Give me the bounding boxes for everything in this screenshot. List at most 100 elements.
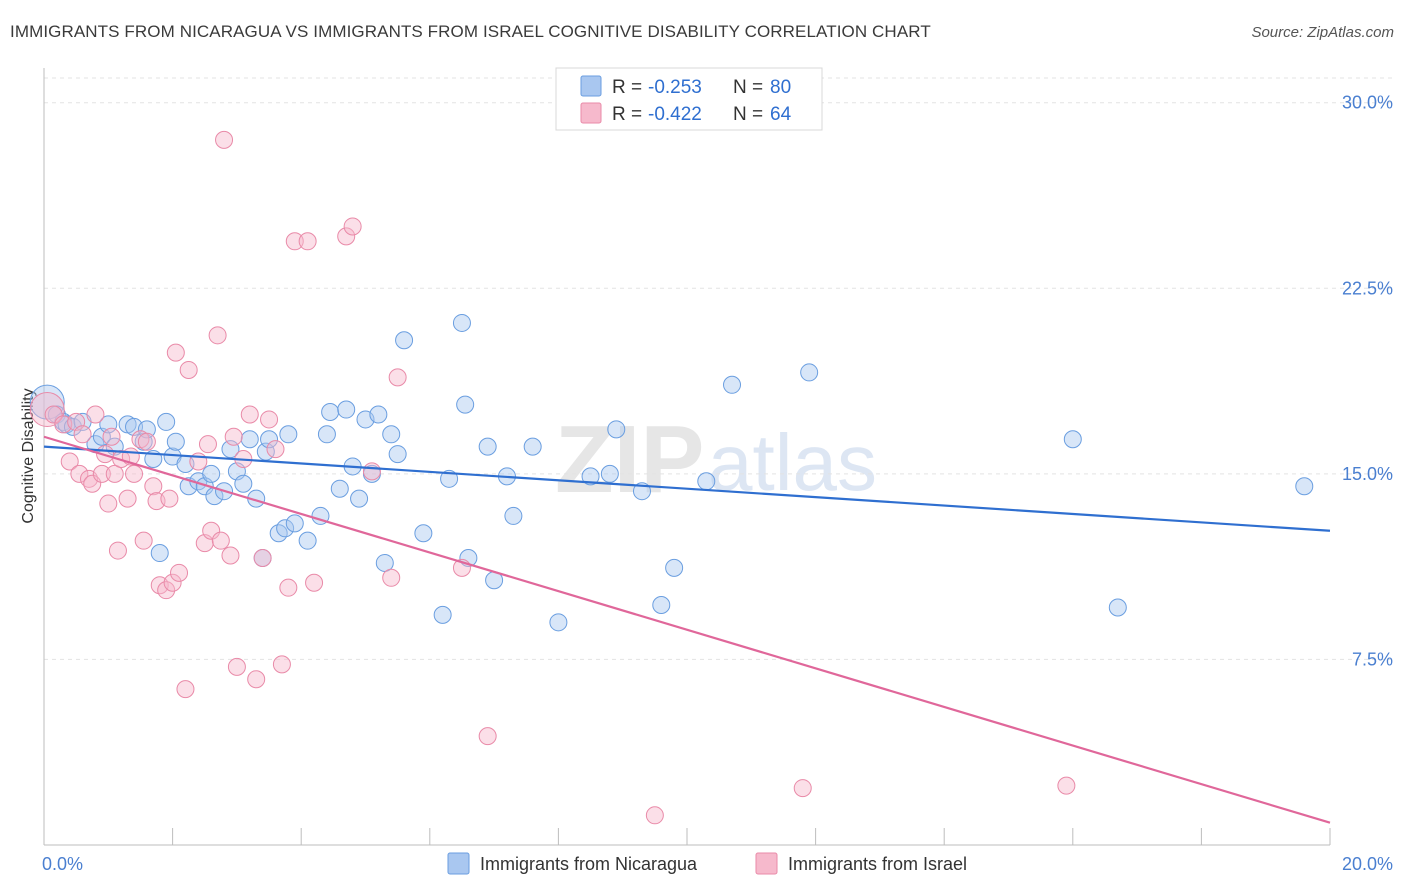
nicaragua-point-57 [456,395,475,414]
israel-point-26 [157,581,176,600]
israel-point-10 [92,464,111,483]
trend-lines [43,435,1331,824]
nicaragua-point-70 [665,558,684,577]
nicaragua-point-18 [166,432,185,451]
israel-point-36 [202,521,221,540]
israel-point-39 [215,130,234,149]
nicaragua-point-0 [29,384,65,420]
israel-point-29 [166,343,185,362]
nicaragua-point-49 [375,553,394,572]
israel-point-3 [60,452,79,471]
israel-point-32 [179,360,198,379]
israel-point-1 [44,405,63,424]
israel-point-8 [83,474,102,493]
israel-point-37 [208,326,227,345]
legend-n-value-israel: 64 [770,104,792,125]
y-tick-label-2: 22.5% [1342,278,1393,298]
nicaragua-point-42 [330,479,349,498]
israel-point-38 [211,531,230,550]
legend-n-value-nicaragua: 80 [770,77,791,98]
israel-point-58 [388,368,407,387]
nicaragua-point-40 [317,425,336,444]
israel-point-54 [337,227,356,246]
nicaragua-point-67 [607,420,626,439]
nicaragua-point-69 [652,596,671,615]
israel-point-40 [221,546,240,565]
israel-point-5 [70,464,89,483]
israel-point-28 [163,573,182,592]
israel-point-50 [279,578,298,597]
israel-point-21 [134,531,153,550]
axes [43,68,1331,846]
y-axis-label: Cognitive Disability [20,388,37,523]
nicaragua-point-55 [440,469,459,488]
israel-point-47 [260,410,279,429]
nicaragua-point-45 [350,489,369,508]
israel-point-48 [266,440,285,459]
legend-swatch-israel [580,102,602,124]
nicaragua-point-33 [260,430,279,449]
nicaragua-point-23 [202,464,221,483]
nicaragua-point-62 [504,506,523,525]
bottom-legend-swatch-nicaragua [447,852,470,875]
israel-point-23 [144,477,163,496]
nicaragua-point-75 [1108,598,1127,617]
israel-point-35 [198,435,217,454]
tick-labels: 7.5% 15.0% 22.5% 30.0% 0.0% 20.0% [42,93,1393,874]
israel-point-57 [382,568,401,587]
chart-title: IMMIGRANTS FROM NICARAGUA VS IMMIGRANTS … [10,22,931,41]
nicaragua-point-53 [414,524,433,543]
nicaragua-point-64 [549,613,568,632]
nicaragua-point-16 [157,412,176,431]
legend-n-label-nicaragua: N = [733,77,763,98]
israel-point-13 [102,427,121,446]
nicaragua-point-51 [388,445,407,464]
israel-point-14 [105,464,124,483]
israel-point-60 [478,727,497,746]
nicaragua-point-28 [234,474,253,493]
legend-r-label-nicaragua: R = [612,77,642,98]
series-nicaragua-points [29,313,1314,632]
israel-point-45 [247,670,266,689]
israel-point-63 [1057,776,1076,795]
y-tick-label-3: 30.0% [1342,93,1393,113]
israel-point-56 [362,462,381,481]
nicaragua-point-59 [478,437,497,456]
israel-point-55 [343,217,362,236]
israel-point-53 [305,573,324,592]
nicaragua-point-52 [395,331,414,350]
nicaragua-point-54 [433,605,452,624]
nicaragua-point-48 [369,405,388,424]
israel-point-6 [73,425,92,444]
israel-point-61 [645,806,664,825]
watermark-zip: ZIP [555,406,704,513]
israel-point-30 [170,563,189,582]
y-tick-label-0: 7.5% [1352,649,1393,669]
israel-point-44 [240,405,259,424]
legend-r-value-israel: -0.422 [648,104,702,125]
israel-point-9 [86,405,105,424]
nicaragua-point-41 [321,403,340,422]
nicaragua-point-66 [600,464,619,483]
israel-point-17 [118,489,137,508]
nicaragua-point-73 [800,363,819,382]
nicaragua-point-35 [276,519,295,538]
israel-point-12 [99,494,118,513]
nicaragua-point-37 [285,514,304,533]
bottom-legend: Immigrants from Nicaragua Immigrants fro… [447,852,967,875]
legend-n-label-israel: N = [733,104,763,125]
watermark-atlas: atlas [708,418,877,507]
nicaragua-point-74 [1063,430,1082,449]
grid-lines [44,77,1392,660]
nicaragua-point-36 [279,425,298,444]
nicaragua-point-50 [382,425,401,444]
israel-point-42 [227,657,246,676]
israel-trend-line [43,435,1331,824]
legend-swatch-nicaragua [580,75,602,97]
nicaragua-point-15 [150,544,169,563]
legend-r-value-nicaragua: -0.253 [648,77,702,98]
israel-point-52 [298,232,317,251]
bottom-legend-label-nicaragua: Immigrants from Nicaragua [480,854,698,874]
x-tick-label-end: 20.0% [1342,854,1393,874]
